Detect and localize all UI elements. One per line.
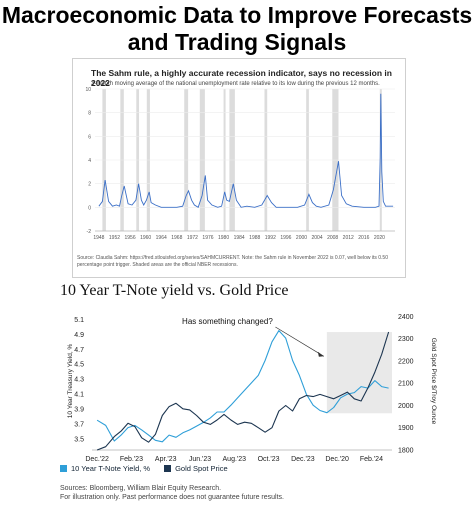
annotation-arrow-line [275, 326, 325, 357]
y-left-tick-label-2: 3.9 [74, 406, 84, 413]
annotation-text: Has something changed? [182, 317, 273, 326]
x-tick-label-10: 1988 [249, 235, 260, 241]
x-tick-label-3: 1960 [140, 235, 151, 241]
x-tick-label-17: 2016 [358, 235, 369, 241]
x-tick-label-7: 1976 [202, 235, 213, 241]
sahm-chart-source: Source: Claudia Sahm: https://fred.stlou… [77, 255, 388, 268]
y-left-tick-label-4: 4.3 [74, 377, 84, 384]
x-tick-label-3: Jun.'23 [189, 456, 211, 463]
x-tick-label-14: 2004 [312, 235, 323, 241]
x-tick-label-1: 1952 [109, 235, 120, 241]
y-right-tick-label-5: 2300 [398, 336, 414, 343]
y-right-tick-label-4: 2200 [398, 358, 414, 365]
sahm-chart-panel: The Sahm rule, a highly accurate recessi… [72, 58, 406, 278]
x-tick-label-12: 1996 [280, 235, 291, 241]
sahm-series-line [98, 93, 394, 208]
y-left-axis-label: 10 Year Treasury Yield, % [67, 344, 74, 419]
y-right-tick-label-3: 2100 [398, 381, 414, 388]
y-tick-label-6: 10 [85, 87, 91, 93]
sahm-chart-title: The Sahm rule, a highly accurate recessi… [91, 68, 392, 88]
series-line-1 [96, 331, 390, 451]
legend-label-yield: 10 Year T-Note Yield, % [71, 464, 151, 473]
legend-swatch-gold [164, 465, 172, 472]
y-left-tick-label-0: 3.5 [74, 436, 84, 443]
x-tick-label-4: 1964 [156, 235, 167, 241]
gold-yield-chart-title: 10 Year T-Note yield vs. Gold Price [60, 282, 289, 299]
x-tick-label-6: 1972 [187, 235, 198, 241]
x-tick-label-15: 2008 [327, 235, 338, 241]
x-tick-label-2: Apr.'23 [155, 456, 177, 463]
sahm-chart-subtitle: 3-month moving average of the national u… [91, 81, 380, 87]
x-tick-label-7: Dec.'20 [325, 456, 349, 463]
x-tick-label-11: 1992 [265, 235, 276, 241]
x-tick-label-8: Feb.'24 [360, 456, 383, 463]
x-tick-label-0: Dec.'22 [85, 456, 109, 463]
x-tick-label-4: Aug.'23 [223, 456, 247, 463]
x-tick-label-18: 2020 [374, 235, 385, 241]
gold-yield-sources: Sources: Bloomberg, William Blair Equity… [60, 484, 284, 502]
y-right-tick-label-0: 1800 [398, 448, 414, 455]
gold-yield-legend: 10 Year T-Note Yield, % Gold Spot Price [60, 464, 228, 473]
x-tick-label-2: 1956 [125, 235, 136, 241]
headline: Macroeconomic Data to Improve Forecasts … [1, 2, 473, 55]
y-left-tick-label-6: 4.7 [74, 347, 84, 354]
y-right-axis-label: Gold Spot Price $/Troy Ounce [430, 338, 437, 425]
x-tick-label-6: Dec.'23 [291, 456, 315, 463]
gold-yield-chart-svg: 3.5 3.7 3.9 4.1 4.3 4.5 4.7 4.9 5.1 1800 1900 2000 2… [67, 314, 437, 463]
annotation-arrow-head [317, 351, 324, 357]
y-tick-label-5: 8 [88, 111, 91, 117]
y-left-tick-label-7: 4.9 [74, 332, 84, 339]
legend-swatch-yield [60, 465, 67, 472]
x-tick-label-13: 2000 [296, 235, 307, 241]
sahm-chart-svg: -2 0 2 4 6 8 10 1948 1952 1956 1960 1964 1968 1972 197… [85, 87, 395, 241]
x-tick-label-9: 1984 [234, 235, 245, 241]
y-left-tick-label-8: 5.1 [74, 317, 84, 324]
highlight-region [326, 332, 392, 414]
y-tick-label-3: 4 [88, 158, 91, 164]
x-tick-label-1: Feb.'23 [120, 456, 143, 463]
y-tick-label-2: 2 [88, 182, 91, 188]
y-right-tick-label-6: 2400 [398, 314, 414, 321]
y-right-tick-label-1: 1900 [398, 425, 414, 432]
y-left-tick-label-5: 4.5 [74, 362, 84, 369]
sources-line-2: For illustration only. Past performance … [60, 494, 284, 501]
y-right-tick-label-2: 2000 [398, 403, 414, 410]
y-tick-label-4: 6 [88, 134, 91, 140]
x-tick-label-5: Oct.'23 [258, 456, 280, 463]
series-line-0 [96, 330, 389, 443]
x-tick-label-16: 2012 [343, 235, 354, 241]
x-tick-label-5: 1968 [171, 235, 182, 241]
x-tick-label-8: 1980 [218, 235, 229, 241]
y-tick-label-0: -2 [87, 229, 92, 235]
x-tick-label-0: 1948 [93, 235, 104, 241]
y-left-tick-label-1: 3.7 [74, 421, 84, 428]
y-left-tick-label-3: 4.1 [74, 392, 84, 399]
sources-line-1: Sources: Bloomberg, William Blair Equity… [60, 485, 222, 492]
y-tick-label-1: 0 [88, 205, 91, 211]
legend-label-gold: Gold Spot Price [175, 464, 228, 473]
